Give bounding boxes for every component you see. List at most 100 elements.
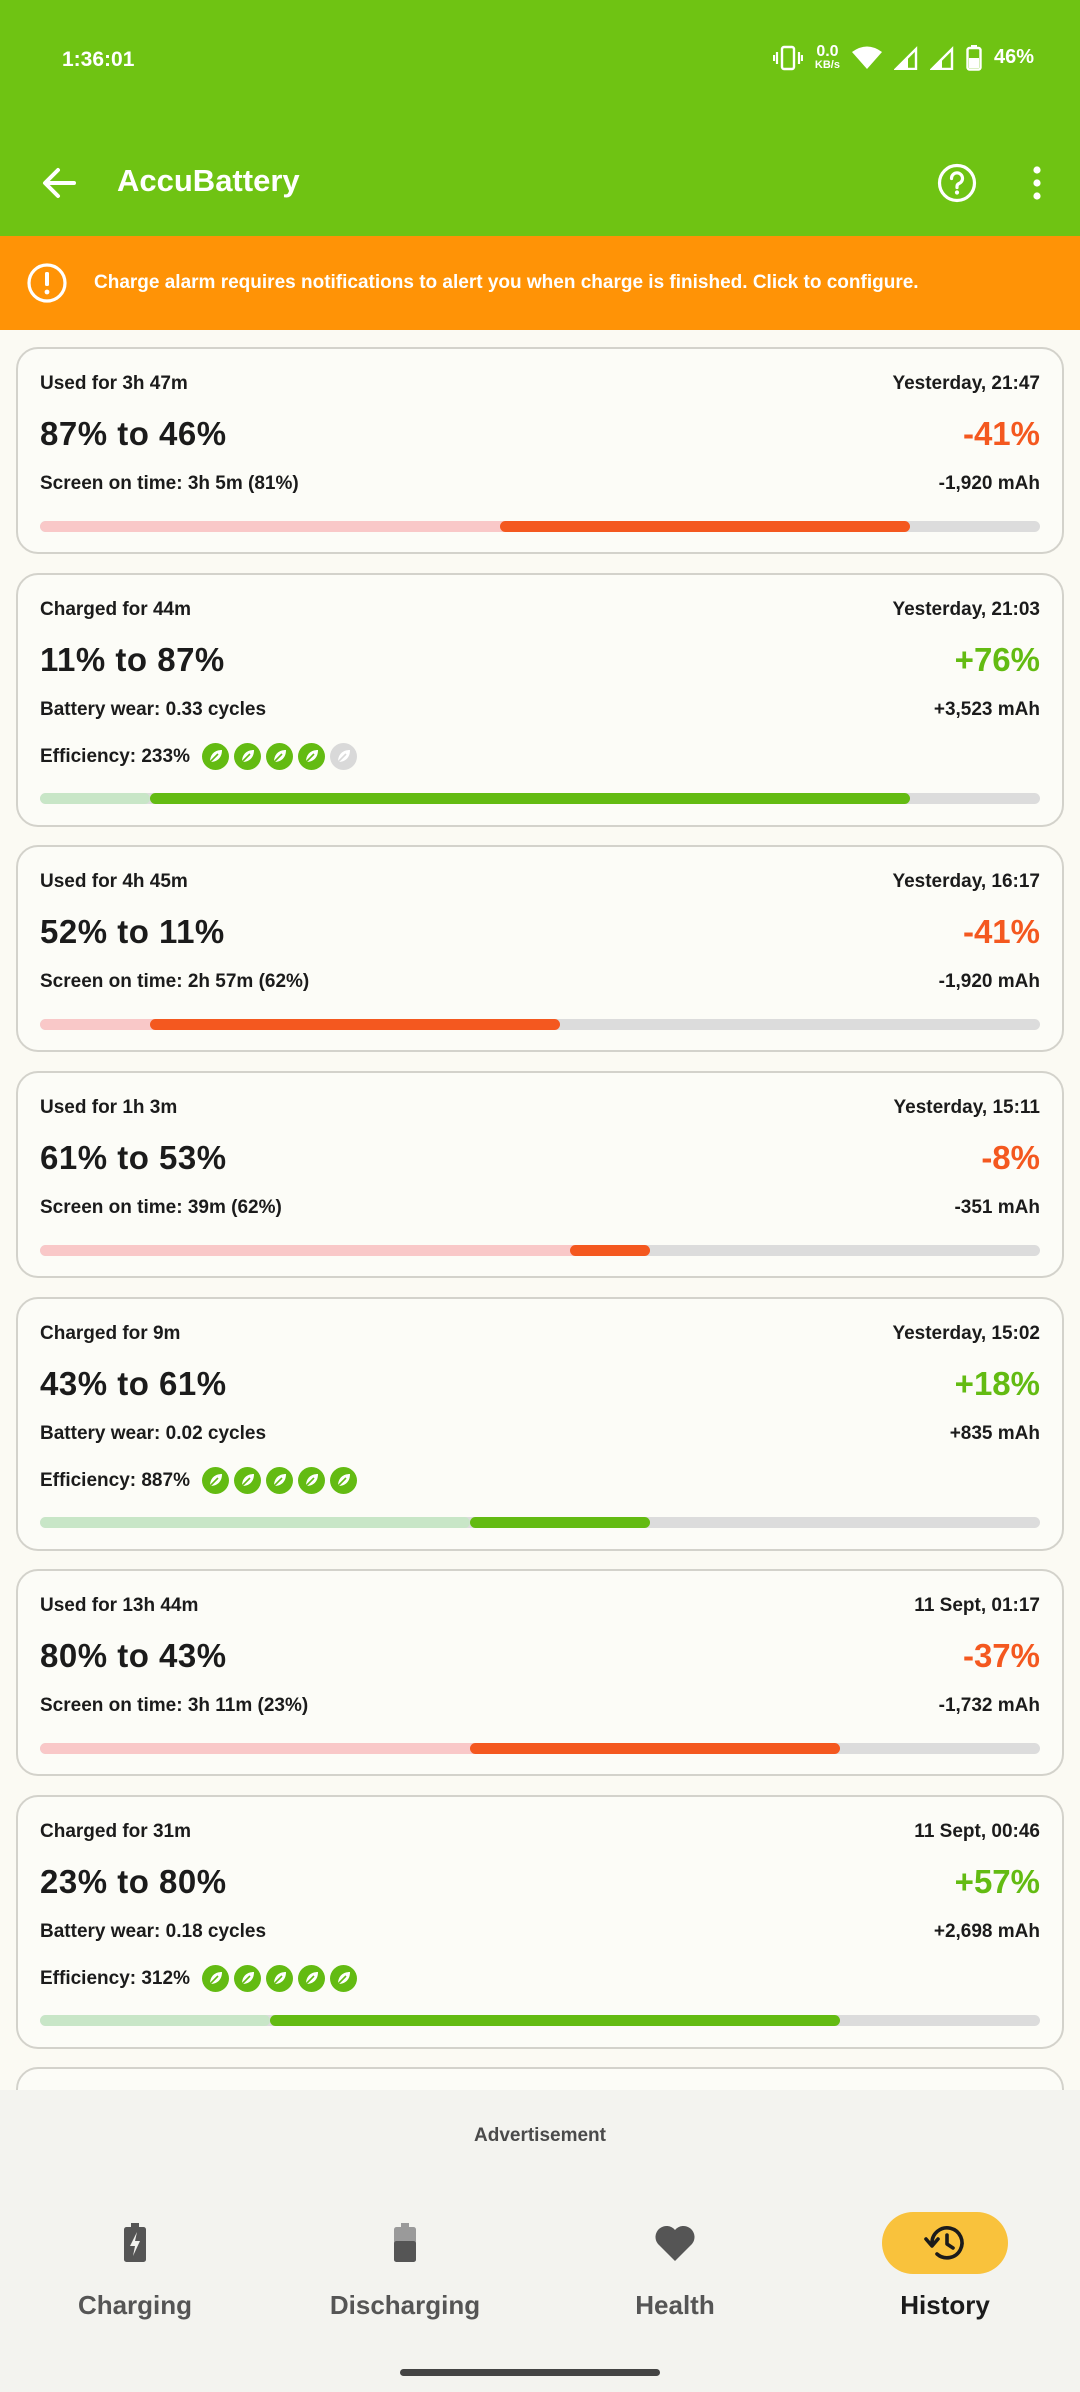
more-options-button[interactable] [1008, 154, 1066, 212]
advertisement-label: Advertisement [474, 2125, 606, 2146]
nav-charging[interactable]: Charging [0, 2212, 270, 2322]
screen-on-time: Screen on time: 39m (62%) [40, 1197, 282, 1218]
session-card[interactable] [16, 2067, 1064, 2090]
leaf-icon [329, 743, 357, 770]
session-range: 87% to 46% [40, 415, 227, 452]
session-card[interactable]: Used for 3h 47m Yesterday, 21:47 87% to … [16, 347, 1064, 554]
session-bar [40, 793, 1040, 804]
screen-on-time: Screen on time: 2h 57m (62%) [40, 971, 310, 992]
status-time: 1:36:01 [62, 48, 135, 71]
screen-on-time: Screen on time: 3h 5m (81%) [40, 473, 299, 494]
nav-health[interactable]: Health [540, 2212, 810, 2322]
leaf-icon [201, 1965, 229, 1992]
efficiency-row: Efficiency: 887% [40, 1467, 357, 1494]
battery-wear: Battery wear: 0.33 cycles [40, 699, 267, 720]
session-bar [40, 521, 1040, 532]
session-date: 11 Sept, 01:17 [914, 1595, 1040, 1616]
session-card[interactable]: Charged for 44m Yesterday, 21:03 11% to … [16, 573, 1064, 827]
app-bar: AccuBattery [0, 130, 1080, 236]
bottom-navigation: Charging Discharging Health History [0, 2182, 1080, 2392]
leaf-icon [201, 743, 229, 770]
bar-previous-segment [40, 1245, 650, 1256]
bar-session-segment [150, 793, 910, 804]
session-mah: +2,698 mAh [933, 1921, 1040, 1942]
battery-charging-icon [124, 2223, 146, 2262]
leaf-icon [265, 743, 293, 770]
efficiency-leaves [201, 1965, 357, 1992]
session-label: Used for 13h 44m [40, 1595, 199, 1616]
session-label: Charged for 31m [40, 1821, 191, 1842]
session-card[interactable]: Used for 13h 44m 11 Sept, 01:17 80% to 4… [16, 1569, 1064, 1776]
nav-label: History [900, 2290, 990, 2320]
advertisement-area: Advertisement [0, 2090, 1080, 2182]
cell-signal-2-icon [929, 45, 954, 70]
session-bar [40, 1019, 1040, 1030]
session-card[interactable]: Used for 4h 45m Yesterday, 16:17 52% to … [16, 845, 1064, 1052]
alert-icon [27, 263, 67, 303]
session-card[interactable]: Charged for 9m Yesterday, 15:02 43% to 6… [16, 1297, 1064, 1551]
leaf-icon [233, 1467, 261, 1494]
bar-session-segment [500, 521, 910, 532]
leaf-icon [265, 1467, 293, 1494]
session-percent: +57% [954, 1863, 1040, 1900]
leaf-icon [329, 1965, 357, 1992]
back-button[interactable] [30, 154, 88, 212]
leaf-icon [233, 743, 261, 770]
session-bar [40, 1743, 1040, 1754]
home-indicator[interactable] [400, 2369, 660, 2376]
session-percent: -41% [962, 913, 1040, 950]
charge-alarm-banner[interactable]: Charge alarm requires notifications to a… [0, 236, 1080, 330]
session-range: 80% to 43% [40, 1637, 227, 1674]
history-list[interactable]: Used for 3h 47m Yesterday, 21:47 87% to … [0, 330, 1080, 2090]
nav-history[interactable]: History [810, 2212, 1080, 2322]
bar-previous-segment [40, 1517, 470, 1528]
session-label: Used for 3h 47m [40, 373, 188, 394]
efficiency-leaves [201, 1467, 357, 1494]
help-icon [937, 163, 977, 203]
leaf-icon [329, 1467, 357, 1494]
bar-previous-segment [40, 2015, 270, 2026]
net-speed: 0.0 KB/s [814, 43, 840, 71]
session-label: Charged for 9m [40, 1323, 181, 1344]
screen-on-time: Screen on time: 3h 11m (23%) [40, 1695, 309, 1716]
battery-percent: 46% [993, 46, 1034, 68]
leaf-icon [297, 1467, 325, 1494]
bar-session-segment [470, 1517, 650, 1528]
nav-label: Discharging [329, 2290, 481, 2320]
battery-wear: Battery wear: 0.02 cycles [40, 1423, 267, 1444]
efficiency-leaves [201, 743, 357, 770]
session-percent: +18% [954, 1365, 1040, 1402]
cell-signal-icon [893, 45, 918, 70]
history-icon [924, 2226, 964, 2260]
page-title: AccuBattery [117, 163, 300, 198]
session-percent: -8% [981, 1139, 1040, 1176]
session-bar [40, 1245, 1040, 1256]
session-label: Charged for 44m [40, 599, 191, 620]
leaf-icon [233, 1965, 261, 1992]
bar-previous-segment [40, 793, 150, 804]
bar-session-segment [570, 1245, 650, 1256]
status-icons: 0.0 KB/s 46% [772, 43, 1034, 71]
session-percent: -37% [962, 1637, 1040, 1674]
session-date: 11 Sept, 00:46 [914, 1821, 1040, 1842]
wifi-icon [851, 46, 882, 69]
bar-session-segment [270, 2015, 840, 2026]
session-date: Yesterday, 21:47 [892, 373, 1040, 394]
help-button[interactable] [928, 154, 986, 212]
arrow-back-icon [43, 168, 76, 198]
banner-text: Charge alarm requires notifications to a… [94, 272, 919, 293]
session-card[interactable]: Charged for 31m 11 Sept, 00:46 23% to 80… [16, 1795, 1064, 2049]
session-mah: +835 mAh [949, 1423, 1040, 1444]
session-bar [40, 1517, 1040, 1528]
efficiency-label: Efficiency: 887% [40, 1469, 190, 1491]
session-label: Used for 4h 45m [40, 871, 188, 892]
session-card[interactable]: Used for 1h 3m Yesterday, 15:11 61% to 5… [16, 1071, 1064, 1278]
efficiency-label: Efficiency: 312% [40, 1967, 190, 1989]
session-percent: -41% [962, 415, 1040, 452]
nav-discharging[interactable]: Discharging [270, 2212, 540, 2322]
session-bar [40, 2015, 1040, 2026]
more-vert-icon [1033, 166, 1041, 200]
status-bar: 1:36:01 0.0 KB/s 46% [0, 0, 1080, 130]
nav-label: Health [635, 2290, 715, 2320]
leaf-icon [297, 1965, 325, 1992]
